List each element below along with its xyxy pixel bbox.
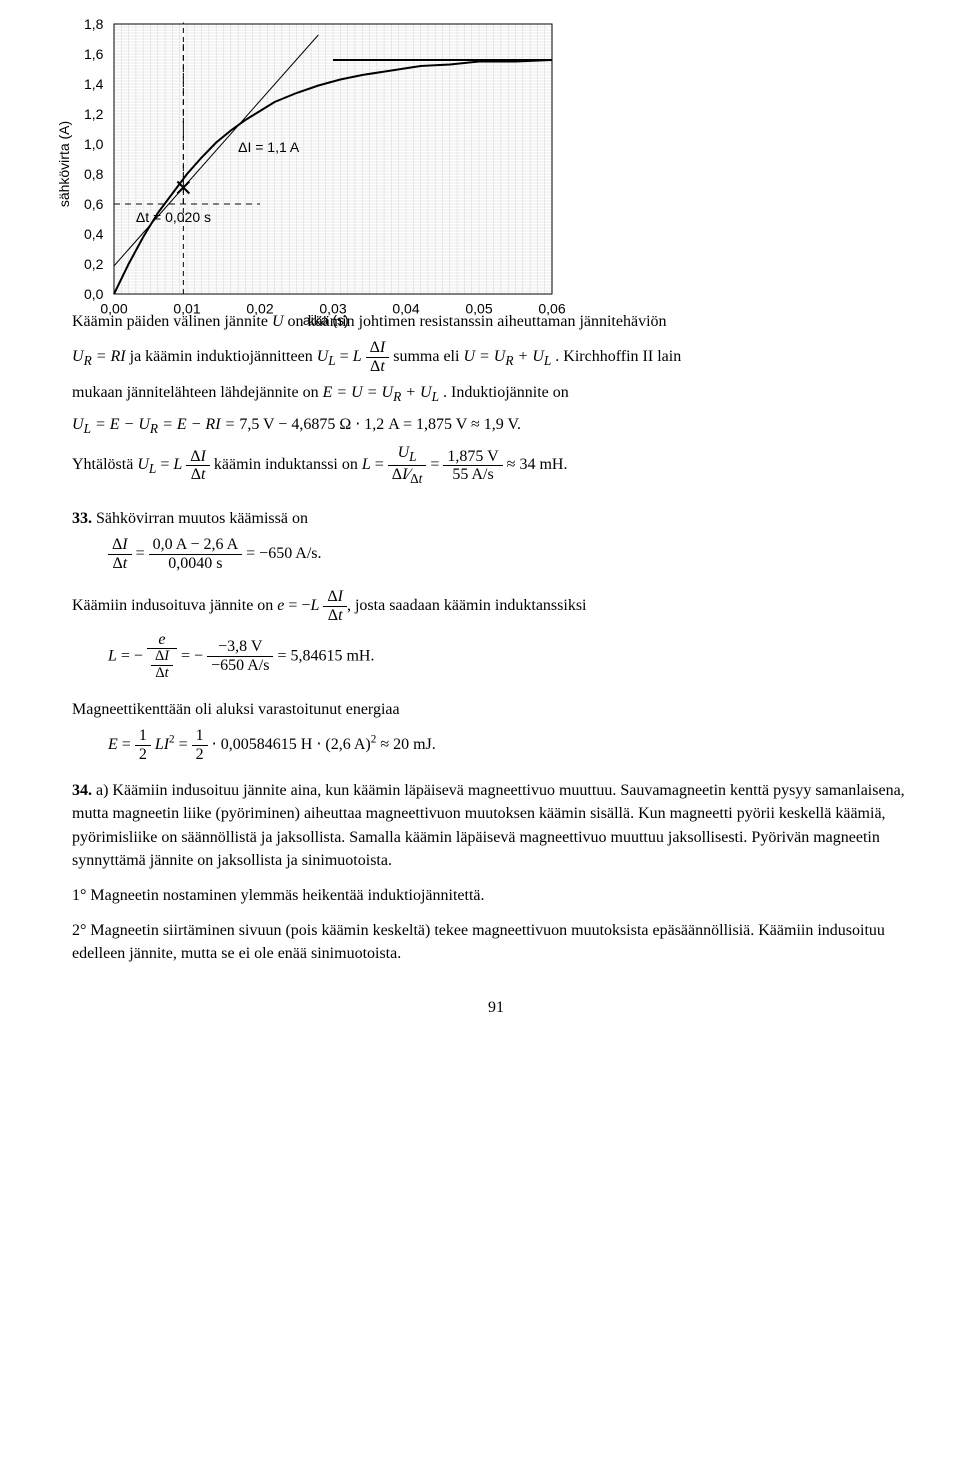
x-tick: 0,03: [319, 298, 346, 318]
t5r: 55 A/s: [443, 465, 502, 484]
eq-L: L = − e ΔIΔt = − −3,8 V −650 A/s = 5,846…: [108, 631, 920, 682]
h33: 33.: [72, 510, 92, 527]
eq-E: E = 12 LI2 = 12 ⋅ 0,00584615 H ⋅ (2,6 A)…: [108, 727, 920, 763]
y-tick: 0,6: [84, 194, 103, 214]
page-number: 91: [72, 996, 920, 1019]
eqEv: 0,00584615 H ⋅ (2,6 A): [221, 736, 371, 753]
y-tick: 0,2: [84, 254, 103, 274]
para-34: 34. a) Käämiin indusoituu jännite aina, …: [72, 779, 920, 872]
y-tick: 1,4: [84, 74, 103, 94]
x-tick: 0,02: [246, 298, 273, 318]
t2b: summa eli: [393, 348, 463, 365]
eqLn: −3,8 V: [207, 638, 273, 656]
y-tick: 1,6: [84, 44, 103, 64]
x-tick: 0,05: [465, 298, 492, 318]
para-36: 2° Magneetin siirtäminen sivuun (pois kä…: [72, 919, 920, 965]
x-tick: 0,00: [100, 298, 127, 318]
eqLr: = 5,84615 mH.: [277, 647, 374, 664]
eq33n: 0,0 A − 2,6 A: [149, 536, 242, 554]
t4: 7,5 V − 4,6875 Ω ⋅ 1,2 A = 1,875 V ≈ 1,9…: [239, 416, 521, 433]
y-tick: 1,8: [84, 14, 103, 34]
para-35: 1° Magneetin nostaminen ylemmäs heikentä…: [72, 884, 920, 907]
chart-svg: [114, 24, 552, 294]
t3b: . Induktiojännite on: [443, 384, 569, 401]
para-4: UL = E − UR = E − RI = 7,5 V − 4,6875 Ω …: [72, 413, 920, 439]
para-3: mukaan jännitelähteen lähdejännite on E …: [72, 381, 920, 407]
t3a: mukaan jännitelähteen lähdejännite on: [72, 384, 323, 401]
t6b: josta saadaan käämin induktanssiksi: [355, 597, 587, 614]
t33: Sähkövirran muutos käämissä on: [92, 510, 308, 527]
t2a: ja käämin induktiojännitteen: [130, 348, 317, 365]
x-tick: 0,04: [392, 298, 419, 318]
t34a: a) Käämiin indusoituu jännite aina, kun …: [72, 782, 905, 869]
y-tick: 1,0: [84, 134, 103, 154]
para-2: UR = RI ja käämin induktiojännitteen UL …: [72, 339, 920, 375]
x-tick: 0,01: [173, 298, 200, 318]
x-tick: 0,06: [538, 298, 565, 318]
eqLd: −650 A/s: [207, 656, 273, 675]
eq33d: 0,0040 s: [149, 554, 242, 573]
para-6: Käämiin indusoituva jännite on e = −L ΔI…: [72, 588, 920, 624]
annotation-delta-i: ΔI = 1,1 A: [238, 137, 299, 157]
y-tick: 0,8: [84, 164, 103, 184]
t5b: käämin induktanssi on: [214, 456, 362, 473]
para-33: 33. Sähkövirran muutos käämissä on: [72, 507, 920, 530]
t5a: Yhtälöstä: [72, 456, 137, 473]
para-5: Yhtälöstä UL = L ΔIΔt käämin induktanssi…: [72, 444, 920, 487]
t5res: ≈ 34 mH.: [507, 456, 568, 473]
t6a: Käämiin indusoituva jännite on: [72, 597, 277, 614]
y-tick: 0,4: [84, 224, 103, 244]
y-tick: 1,2: [84, 104, 103, 124]
t2c: . Kirchhoffin II lain: [555, 348, 681, 365]
chart-area: sähkövirta (A) aika (s) 0,00,20,40,60,81…: [72, 24, 552, 304]
eq-33: ΔIΔt = 0,0 A − 2,6 A 0,0040 s = −650 A/s…: [108, 536, 920, 572]
plot-region: ΔI = 1,1 A Δt = 0,020 s: [114, 24, 552, 294]
h34: 34.: [72, 782, 92, 799]
eq33r: = −650 A/s.: [246, 545, 321, 562]
para-7: Magneettikenttään oli aluksi varastoitun…: [72, 698, 920, 721]
t5v: 1,875 V: [443, 448, 502, 466]
y-axis-label: sähkövirta (A): [54, 121, 74, 207]
eqEr: ≈ 20 mJ.: [380, 736, 435, 753]
annotation-delta-t: Δt = 0,020 s: [136, 207, 211, 227]
